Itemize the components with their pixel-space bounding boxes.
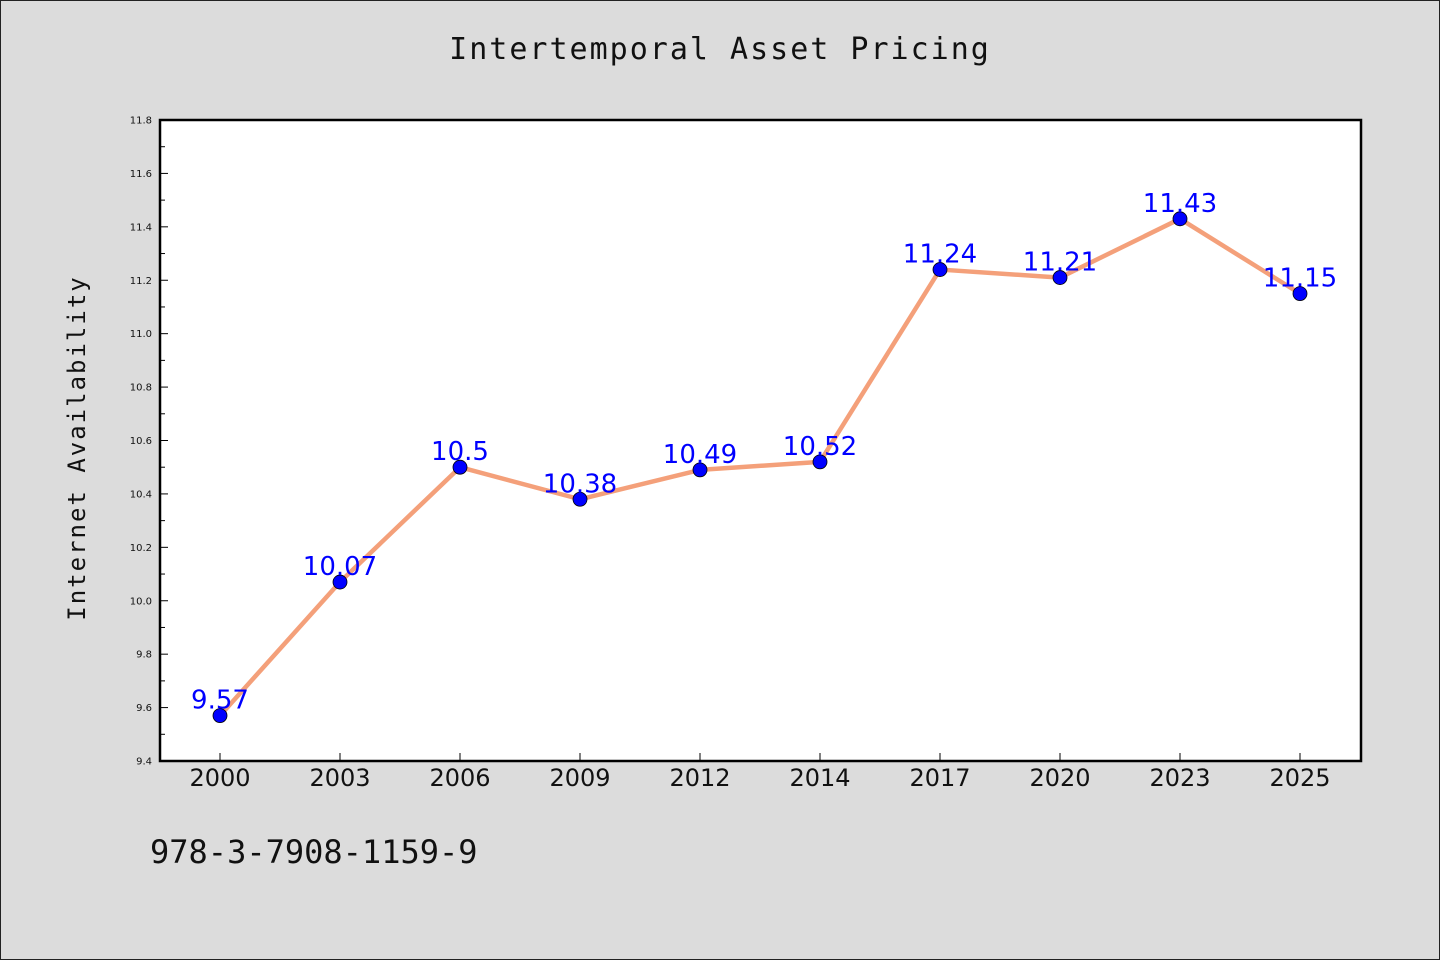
data-point [212, 708, 228, 723]
data-label: 11.21 [1023, 248, 1097, 278]
footer-isbn: 978-3-7908-1159-9 [150, 833, 478, 871]
y-tick-label: 11.8 [130, 116, 152, 127]
y-tick-label: 10.2 [130, 543, 152, 554]
y-tick-label: 9.4 [136, 757, 152, 768]
data-label: 11.15 [1263, 264, 1337, 294]
y-tick-label: 11.6 [130, 169, 152, 180]
chart-title: Intertemporal Asset Pricing [449, 32, 991, 67]
y-tick-label: 9.6 [136, 703, 152, 714]
data-point [932, 262, 948, 277]
data-label: 9.57 [191, 686, 249, 716]
data-point [692, 462, 708, 478]
x-tick-label: 2006 [429, 764, 490, 792]
data-point [812, 454, 828, 470]
data-points [212, 211, 1308, 723]
data-labels: 9.57 10.07 10.5 10.38 10.49 10.52 11.24 11.21 11… [191, 189, 1337, 716]
data-point [1052, 270, 1068, 285]
data-point [1172, 211, 1188, 227]
data-label: 10.5 [431, 437, 489, 467]
y-tick-label: 9.8 [136, 650, 152, 661]
y-tick-label: 10.8 [130, 383, 152, 394]
y-tick-label: 11.0 [130, 329, 152, 340]
data-label: 10.49 [663, 440, 737, 470]
x-tick-label: 2017 [909, 764, 970, 792]
x-axis-ticks: 2000 2003 2006 2009 2012 2014 2017 2020 2023 2025 [189, 753, 1331, 792]
x-tick-label: 2025 [1269, 764, 1330, 792]
data-label: 10.52 [783, 432, 857, 462]
y-axis-ticks: 9.4 9.6 9.8 10.0 10.2 10.4 10.6 10.8 11.0 11.2 11.… [130, 116, 168, 768]
x-tick-label: 2000 [189, 764, 250, 792]
y-tick-label: 11.2 [130, 276, 152, 287]
data-label: 11.24 [903, 240, 977, 270]
data-label: 10.38 [543, 469, 617, 499]
series-line [218, 216, 1302, 718]
y-tick-label: 10.6 [130, 436, 152, 447]
y-tick-label: 11.4 [130, 222, 152, 233]
x-tick-label: 2023 [1149, 764, 1210, 792]
data-point [332, 574, 348, 590]
data-label: 10.07 [303, 552, 377, 582]
data-point [452, 459, 468, 475]
y-tick-label: 10.0 [130, 596, 152, 607]
y-tick-label: 10.4 [130, 489, 152, 500]
data-point [572, 491, 588, 507]
x-tick-label: 2012 [669, 764, 730, 792]
x-tick-label: 2009 [549, 764, 610, 792]
data-point [1292, 286, 1308, 302]
x-tick-label: 2003 [309, 764, 370, 792]
x-tick-label: 2014 [789, 764, 850, 792]
x-tick-label: 2020 [1029, 764, 1090, 792]
data-label: 11.43 [1143, 189, 1217, 219]
